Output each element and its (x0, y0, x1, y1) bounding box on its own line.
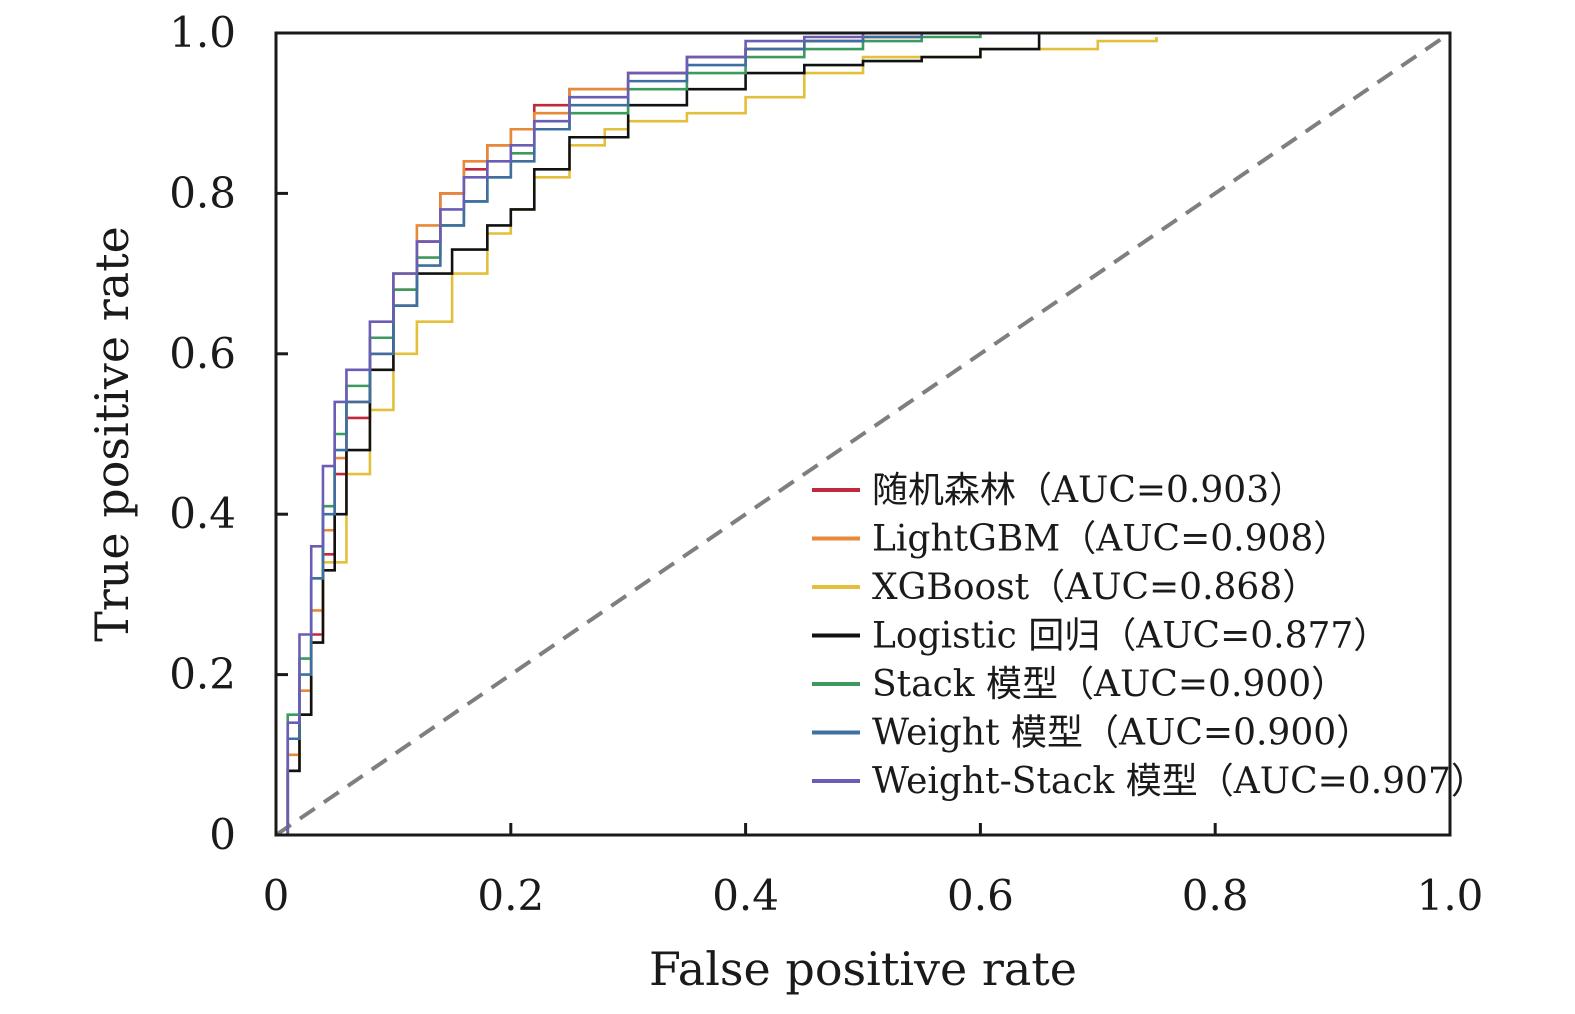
y-tick-label: 0.4 (169, 489, 236, 538)
series-line-4 (276, 33, 1041, 837)
series-line-6 (276, 33, 923, 837)
series-layer (274, 31, 1452, 837)
ticks-layer: 0 0.2 0.4 0.6 0.8 1.0 0 0.2 0.4 0.6 0.8 1.0 (169, 8, 1483, 920)
legend-label-6: Weight 模型（AUC=0.900） (872, 713, 1372, 754)
y-tick-label: 0 (209, 810, 236, 859)
plot-frame (274, 31, 1452, 837)
y-axis-title: True positive rate (85, 226, 139, 642)
x-tick-label: 0.6 (947, 871, 1014, 920)
legend-label-4: Logistic 回归（AUC=0.877） (872, 616, 1389, 657)
series-line-7 (276, 31, 922, 837)
x-tick-label: 0 (263, 871, 290, 920)
y-tick-label: 0.6 (169, 329, 236, 378)
x-tick-label: 0.4 (712, 871, 779, 920)
legend-label-1: 随机森林（AUC=0.903） (872, 470, 1305, 511)
legend-label-2: LightGBM（AUC=0.908） (872, 519, 1349, 560)
x-tick-label: 0.2 (477, 871, 544, 920)
x-tick-label: 0.8 (1182, 871, 1249, 920)
reference-diagonal-line (274, 31, 1452, 837)
x-tick-label: 1.0 (1417, 871, 1484, 920)
x-axis-title: False positive rate (649, 942, 1077, 996)
y-tick-label: 1.0 (169, 8, 236, 57)
legend: 随机森林（AUC=0.903） LightGBM（AUC=0.908） XGBoos… (812, 470, 1487, 802)
legend-label-3: XGBoost（AUC=0.868） (872, 567, 1318, 608)
y-tick-label: 0.8 (169, 168, 236, 217)
legend-label-7: Weight-Stack 模型（AUC=0.907） (872, 761, 1487, 802)
legend-label-5: Stack 模型（AUC=0.900） (872, 664, 1347, 705)
y-tick-label: 0.2 (169, 650, 236, 699)
